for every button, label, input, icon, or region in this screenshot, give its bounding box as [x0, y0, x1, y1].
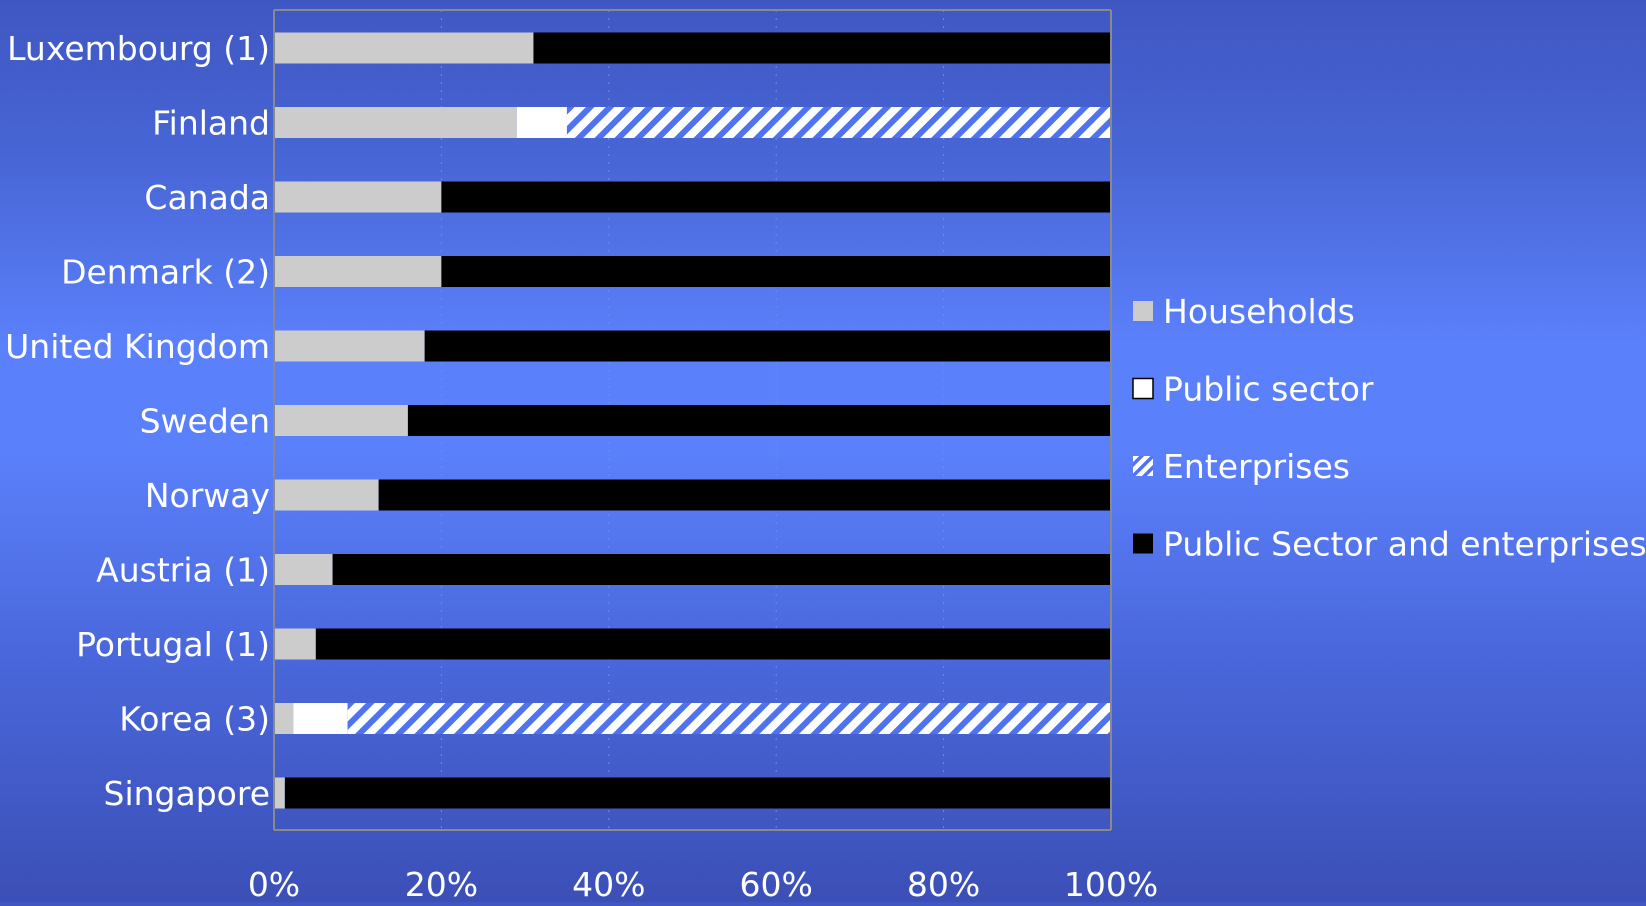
bar-segment	[274, 554, 333, 585]
category-label: Norway	[145, 476, 270, 515]
x-tick-label: 80%	[907, 865, 980, 902]
legend-swatch	[1132, 377, 1154, 400]
bar-segment	[378, 479, 1112, 511]
category-label: Sweden	[140, 402, 270, 441]
bar-segment	[274, 405, 408, 436]
category-labels: Luxembourg (1) Finland Canada Denmark (2) Un…	[5, 29, 270, 813]
bar-segment	[274, 107, 517, 138]
legend-swatch	[1133, 301, 1153, 321]
legend-label: Households	[1163, 292, 1355, 331]
bar-segment	[315, 628, 1112, 660]
bar-segment	[274, 256, 442, 287]
bar-segment	[424, 330, 1111, 362]
bar-segment	[347, 703, 1111, 734]
x-tick-labels: 0% 20% 40% 60% 80% 100%	[248, 865, 1158, 904]
x-tick-label: 20%	[405, 865, 478, 902]
bar-segment	[407, 405, 1111, 436]
bar-segment	[274, 181, 442, 213]
category-label: Finland	[152, 104, 270, 143]
bar-segment	[274, 330, 425, 362]
bar-segment	[284, 777, 1111, 809]
bar-segment	[274, 777, 285, 809]
legend: Households Public sector Enterprises Public…	[1132, 292, 1646, 564]
bar-segment	[274, 703, 294, 734]
category-label: United Kingdom	[5, 327, 270, 366]
bar-segment	[274, 479, 379, 511]
category-label: Singapore	[104, 774, 270, 813]
x-tick-label: 60%	[740, 865, 813, 902]
legend-swatch	[1133, 456, 1153, 476]
legend-label: Public Sector and enterprises	[1163, 525, 1646, 564]
category-label: Luxembourg (1)	[7, 29, 270, 68]
bar-segment	[441, 256, 1111, 287]
legend-label: Enterprises	[1163, 447, 1350, 486]
axes	[273, 9, 1112, 831]
x-tick-label: 100%	[1064, 865, 1158, 902]
category-label: Austria (1)	[96, 551, 270, 590]
bar-segment	[293, 703, 348, 734]
bar-segment	[441, 181, 1111, 213]
bar-segment	[274, 628, 316, 660]
bar-segment	[566, 107, 1111, 138]
legend-swatch	[1133, 533, 1153, 554]
bar-segment	[516, 107, 567, 138]
bar-segment	[533, 32, 1111, 64]
bar-segment	[332, 554, 1112, 585]
x-tick-label: 40%	[572, 865, 645, 902]
category-label: Portugal (1)	[76, 625, 270, 664]
legend-label: Public sector	[1163, 370, 1374, 409]
category-label: Denmark (2)	[61, 253, 270, 292]
bar-segment	[274, 32, 534, 64]
x-tick-label: 0%	[248, 865, 300, 902]
bars	[274, 32, 1112, 809]
category-label: Korea (3)	[119, 700, 270, 739]
category-label: Canada	[144, 178, 270, 217]
